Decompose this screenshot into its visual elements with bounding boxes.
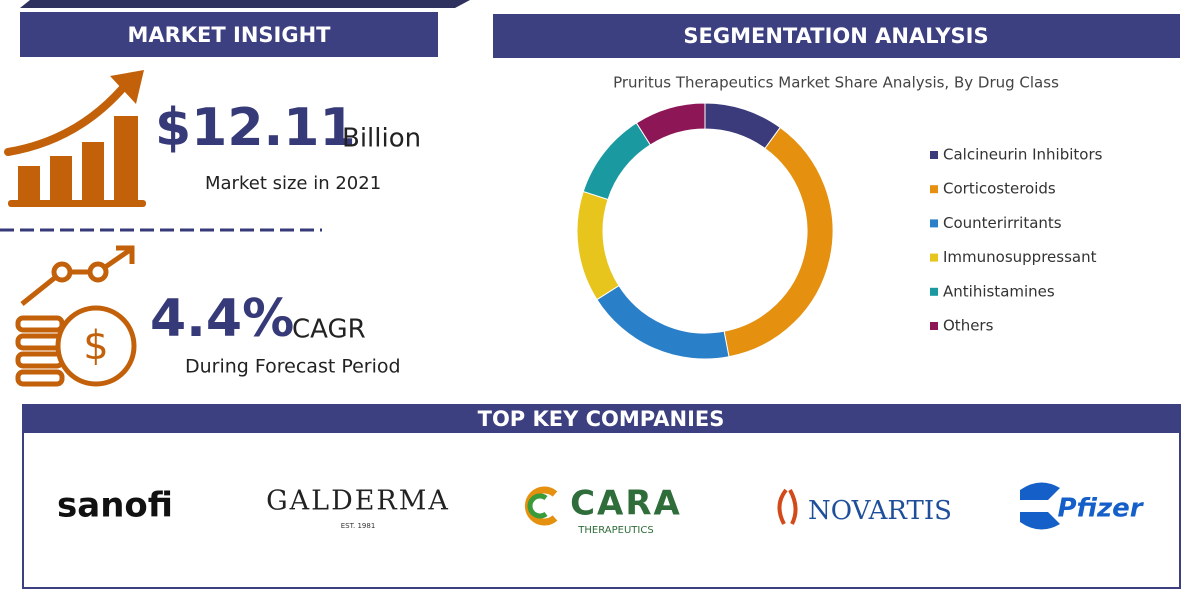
legend-swatch bbox=[930, 322, 938, 330]
legend-swatch bbox=[930, 185, 938, 194]
legend-swatch bbox=[930, 151, 938, 159]
header-box bbox=[20, 12, 438, 57]
donut-segment bbox=[596, 284, 730, 360]
chart-title: Pruritus Therapeutics Market Share Analy… bbox=[613, 74, 1059, 92]
company-logo: GALDERMA bbox=[266, 486, 450, 517]
top-band bbox=[20, 0, 470, 8]
donut-segment bbox=[635, 102, 706, 146]
legend-swatch bbox=[930, 219, 938, 228]
company-logo: NOVARTIS bbox=[808, 496, 952, 526]
market-size-value: $12.11 bbox=[155, 98, 356, 158]
company-logo-sub: EST. 1981 bbox=[341, 522, 376, 530]
cagr-value: 4.4% bbox=[150, 289, 294, 349]
donut-segment bbox=[704, 102, 781, 150]
legend-label: Antihistamines bbox=[943, 282, 1055, 300]
cara-icon bbox=[527, 493, 548, 519]
legend-label: Others bbox=[943, 317, 994, 335]
company-logo: Pfizer bbox=[1057, 494, 1144, 524]
novartis-icon bbox=[777, 488, 798, 525]
cagr-icon: $ bbox=[15, 245, 137, 387]
header: SEGMENTATION ANALYSIS bbox=[683, 24, 988, 48]
donut-segment bbox=[582, 122, 652, 201]
svg-text:$: $ bbox=[83, 323, 108, 369]
market-size-caption: Market size in 2021 bbox=[205, 173, 381, 194]
legend-swatch bbox=[930, 253, 938, 262]
donut-segment bbox=[723, 126, 834, 358]
cagr-caption: During Forecast Period bbox=[185, 356, 401, 378]
cagr-unit: CAGR bbox=[292, 315, 366, 345]
donut-segment bbox=[576, 190, 620, 301]
company-logo: CARA bbox=[570, 484, 682, 524]
pfizer-icon bbox=[1020, 482, 1060, 530]
header: MARKET INSIGHT bbox=[127, 23, 331, 47]
legend-label: Corticosteroids bbox=[943, 180, 1056, 198]
legend-label: Immunosuppressant bbox=[943, 248, 1097, 266]
company-logo-sub: THERAPEUTICS bbox=[577, 525, 653, 536]
header-box bbox=[493, 14, 1180, 58]
header-box bbox=[23, 405, 1180, 433]
header: TOP KEY COMPANIES bbox=[478, 407, 725, 431]
legend-swatch bbox=[930, 287, 938, 296]
market-size-unit: Billion bbox=[342, 124, 421, 154]
company-logo: sanofi bbox=[57, 486, 173, 526]
donut-chart: Calcineurin Inhibitors Corticosteroids Cou… bbox=[576, 102, 1103, 360]
growth-icon bbox=[4, 70, 146, 207]
legend-label: Counterirritants bbox=[943, 214, 1062, 232]
legend-label: Calcineurin Inhibitors bbox=[943, 146, 1103, 164]
